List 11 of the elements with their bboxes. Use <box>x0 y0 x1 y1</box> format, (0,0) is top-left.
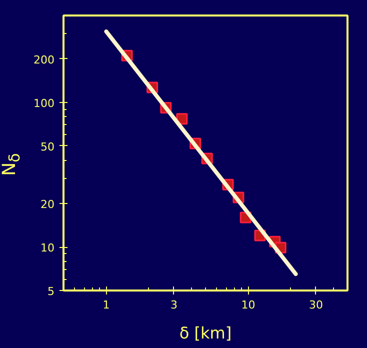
x-tick-label: 3 <box>170 298 178 312</box>
y-tick-label: 50 <box>40 140 55 154</box>
x-tick-label: 30 <box>309 298 323 312</box>
x-tick-label: 1 <box>102 298 110 312</box>
x-tick-label: 10 <box>241 298 256 312</box>
y-tick-label: 10 <box>40 242 55 254</box>
y-tick-label: 20 <box>40 198 55 211</box>
y-tick-label: 5 <box>48 285 54 298</box>
x-axis-title: δ [km] <box>179 324 232 342</box>
y-tick-label: 100 <box>34 97 55 110</box>
y-tick-label: 200 <box>34 54 55 66</box>
